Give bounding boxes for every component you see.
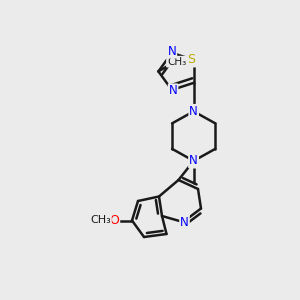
Text: N: N bbox=[189, 154, 198, 167]
Text: N: N bbox=[189, 105, 198, 118]
Text: N: N bbox=[167, 45, 176, 58]
Text: N: N bbox=[180, 215, 189, 229]
Text: CH₃: CH₃ bbox=[167, 57, 186, 67]
Text: N: N bbox=[169, 84, 177, 97]
Text: CH₃: CH₃ bbox=[90, 215, 111, 225]
Text: O: O bbox=[110, 214, 119, 227]
Text: N: N bbox=[189, 154, 198, 167]
Text: S: S bbox=[187, 53, 195, 66]
